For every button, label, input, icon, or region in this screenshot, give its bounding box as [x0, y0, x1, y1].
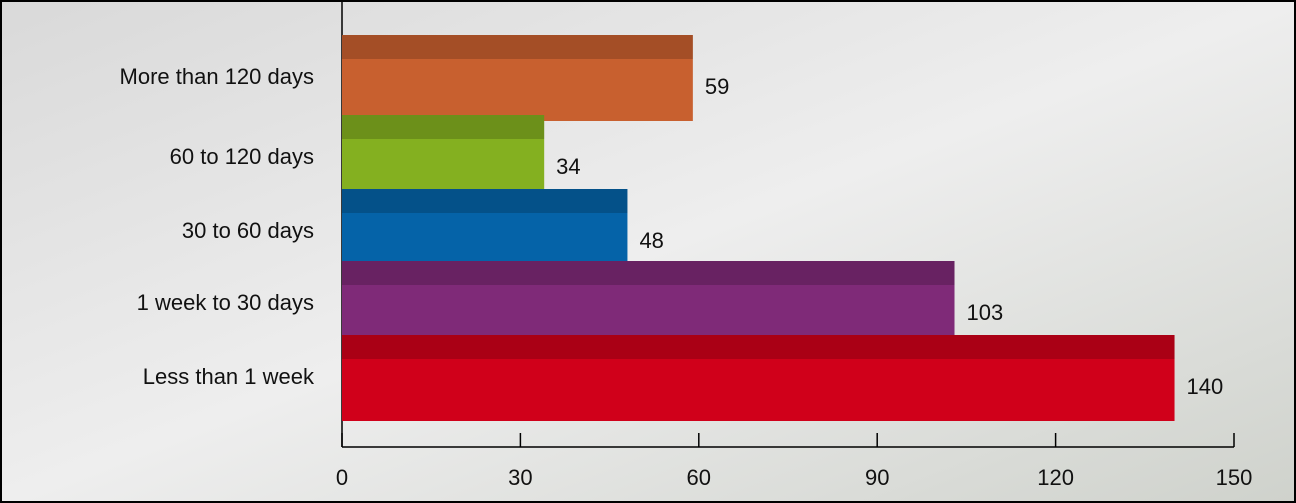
- value-label: 59: [705, 74, 729, 99]
- bar-shade: [342, 115, 545, 139]
- x-tick-label: 60: [687, 465, 711, 490]
- y-tick-label: Less than 1 week: [143, 364, 315, 389]
- x-tick-label: 30: [508, 465, 532, 490]
- x-tick-label: 90: [865, 465, 889, 490]
- bar-shade: [342, 189, 628, 213]
- bar: [342, 335, 1175, 421]
- value-label: 34: [556, 154, 580, 179]
- value-label: 48: [639, 228, 663, 253]
- y-tick-label: More than 120 days: [120, 64, 314, 89]
- x-tick-label: 0: [336, 465, 348, 490]
- x-tick-label: 150: [1216, 465, 1253, 490]
- x-tick-label: 120: [1037, 465, 1074, 490]
- y-tick-label: 60 to 120 days: [170, 144, 314, 169]
- bar-shade: [342, 261, 955, 285]
- y-tick-label: 30 to 60 days: [182, 218, 314, 243]
- value-label: 103: [967, 300, 1004, 325]
- bar-shade: [342, 35, 693, 59]
- bar: [342, 115, 545, 201]
- bar: [342, 189, 628, 275]
- bar-shade: [342, 335, 1175, 359]
- value-label: 140: [1187, 374, 1224, 399]
- bar: [342, 261, 955, 347]
- bar: [342, 35, 693, 121]
- y-tick-label: 1 week to 30 days: [137, 290, 314, 315]
